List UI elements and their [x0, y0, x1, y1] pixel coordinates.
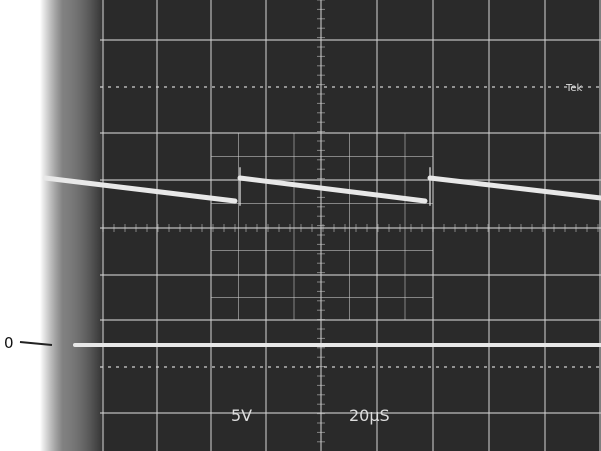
page: {"labels": {"zero": "0", "brand": "Tek",… — [0, 0, 601, 451]
zero-label: 0 — [4, 334, 14, 352]
screen-edge — [40, 0, 105, 451]
oscilloscope-photo: 0 Tek 5V 20μS — [0, 0, 601, 451]
volts-per-div: 5V — [231, 406, 252, 425]
brand-label: Tek — [565, 83, 583, 94]
time-per-div: 20μS — [349, 406, 390, 425]
